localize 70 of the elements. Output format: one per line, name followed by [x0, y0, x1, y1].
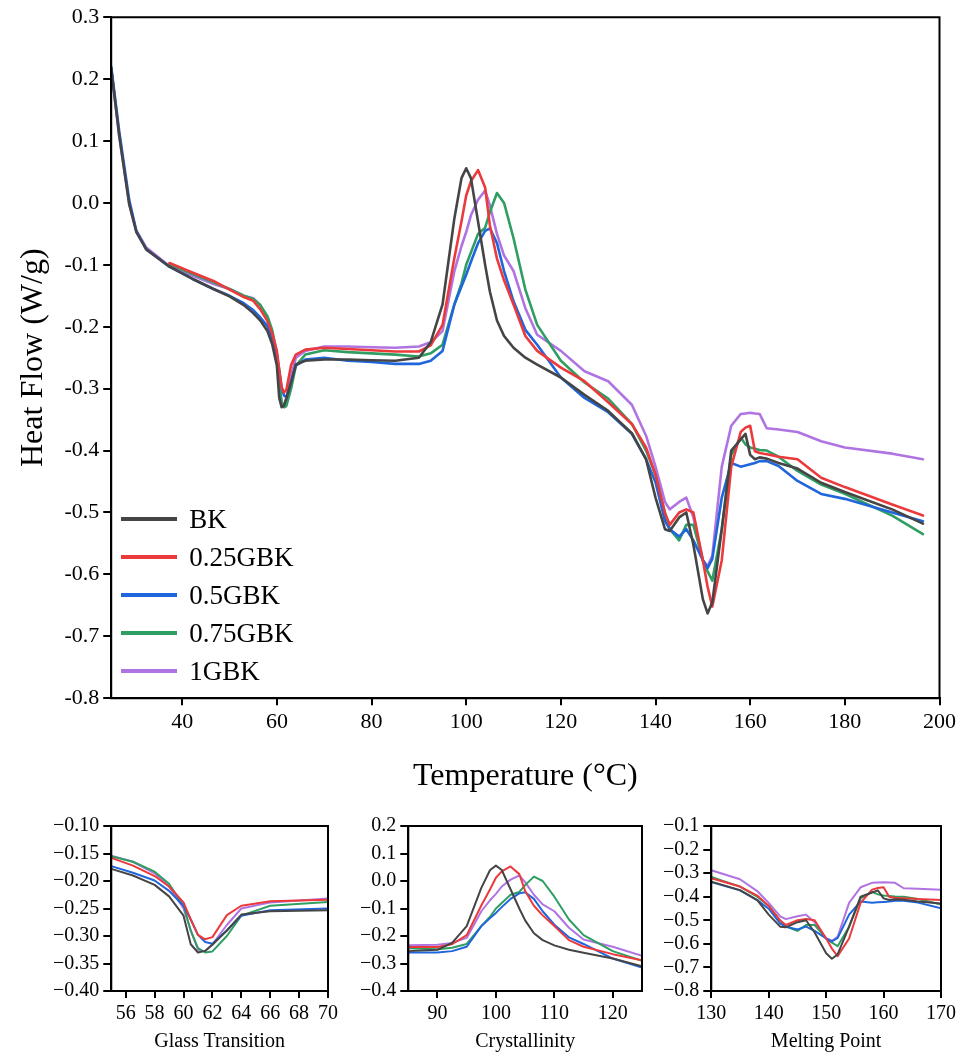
- y-tick-label: -0.3: [64, 374, 100, 400]
- x-tick-label: 100: [480, 1001, 511, 1024]
- y-tick-label: −0.1: [360, 895, 397, 918]
- x-tick-label: 64: [231, 1001, 252, 1024]
- y-tick-label: −0.2: [360, 923, 397, 946]
- x-tick-label: 40: [171, 708, 194, 734]
- x-tick-label: 100: [449, 708, 483, 734]
- x-tick-label: 170: [926, 1001, 956, 1024]
- x-tick-label: 58: [144, 1001, 165, 1024]
- y-tick-label: 0.0: [371, 868, 397, 891]
- y-tick-label: -0.2: [64, 312, 100, 338]
- y-tick-label: -0.5: [64, 498, 100, 524]
- y-tick-label: −0.20: [53, 868, 100, 891]
- y-tick-label: -0.7: [64, 622, 100, 648]
- y-tick-label: −0.30: [53, 923, 100, 946]
- y-tick-label: −0.1: [663, 813, 700, 836]
- y-tick-label: −0.3: [663, 860, 700, 883]
- legend-label: 0.25GBK: [189, 541, 294, 575]
- y-tick-label: −0.15: [53, 840, 100, 863]
- x-tick-label: 68: [289, 1001, 310, 1024]
- y-tick-label: -0.6: [64, 560, 100, 586]
- y-tick-label: -0.1: [64, 250, 100, 276]
- x-tick-label: 130: [696, 1001, 727, 1024]
- x-tick-label: 140: [639, 708, 673, 734]
- y-tick-label: 0.2: [371, 813, 397, 836]
- y-tick-label: −0.4: [663, 883, 700, 906]
- x-tick-label: 120: [544, 708, 578, 734]
- y-tick-label: 0.1: [71, 126, 100, 152]
- x-tick-label: 70: [318, 1001, 338, 1024]
- x-tick-label: 80: [360, 708, 383, 734]
- x-axis-title: Glass Transition: [154, 1029, 285, 1052]
- x-tick-label: 60: [265, 708, 288, 734]
- x-tick-label: 120: [597, 1001, 628, 1024]
- x-tick-label: 160: [733, 708, 767, 734]
- y-tick-label: −0.25: [53, 895, 100, 918]
- y-tick-label: 0.0: [71, 188, 100, 214]
- y-tick-label: −0.3: [360, 950, 397, 973]
- legend-label: 0.75GBK: [189, 617, 294, 651]
- x-tick-label: 60: [173, 1001, 194, 1024]
- x-axis-title: Temperature (°C): [413, 756, 638, 793]
- y-tick-label: −0.40: [53, 978, 100, 1001]
- x-axis-title: Melting Point: [770, 1029, 882, 1053]
- x-tick-label: 180: [828, 708, 862, 734]
- y-tick-label: 0.2: [71, 64, 100, 90]
- legend-label: 1GBK: [189, 655, 260, 689]
- y-tick-label: −0.10: [53, 813, 100, 836]
- x-tick-label: 90: [427, 1001, 448, 1024]
- y-tick-label: -0.4: [64, 436, 100, 462]
- y-tick-label: −0.6: [663, 931, 700, 954]
- legend-label: BK: [189, 503, 227, 537]
- x-tick-label: 66: [260, 1001, 281, 1024]
- x-tick-label: 110: [539, 1001, 569, 1024]
- x-tick-label: 140: [753, 1001, 784, 1024]
- y-axis-title: Heat Flow (W/g): [12, 248, 49, 467]
- y-tick-label: 0.3: [71, 2, 100, 28]
- y-tick-label: −0.35: [53, 950, 100, 973]
- y-tick-label: −0.4: [360, 978, 397, 1001]
- y-tick-label: 0.1: [371, 840, 397, 863]
- x-tick-label: 200: [923, 708, 956, 734]
- y-tick-label: −0.7: [663, 954, 700, 977]
- x-tick-label: 56: [115, 1001, 136, 1024]
- x-tick-label: 150: [811, 1001, 842, 1024]
- x-axis-title: Crystallinity: [475, 1029, 576, 1053]
- legend-label: 0.5GBK: [189, 579, 280, 613]
- x-tick-label: 160: [868, 1001, 899, 1024]
- x-tick-label: 62: [202, 1001, 223, 1024]
- y-tick-label: −0.2: [663, 836, 700, 859]
- y-tick-label: −0.8: [663, 978, 700, 1001]
- y-tick-label: -0.8: [64, 683, 100, 709]
- y-tick-label: −0.5: [663, 907, 700, 930]
